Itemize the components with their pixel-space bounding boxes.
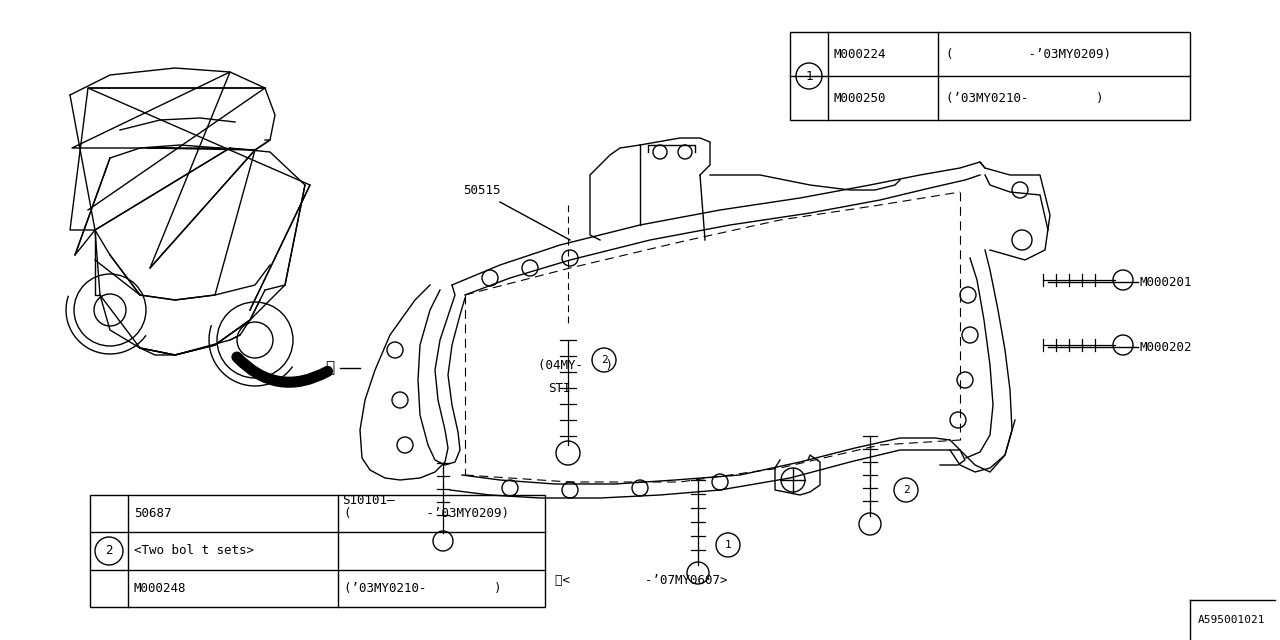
Text: (’03MY0210-         ): (’03MY0210- ) <box>946 92 1103 104</box>
Text: (          -’03MY0209): ( -’03MY0209) <box>344 507 509 520</box>
Text: M000250: M000250 <box>833 92 886 104</box>
Text: <Two bol t sets>: <Two bol t sets> <box>134 545 253 557</box>
Text: M000248: M000248 <box>134 582 187 595</box>
FancyArrowPatch shape <box>237 357 328 382</box>
Text: (’03MY0210-         ): (’03MY0210- ) <box>344 582 502 595</box>
Text: M000224: M000224 <box>833 47 886 61</box>
Text: ※<          -’07MY0607>: ※< -’07MY0607> <box>556 573 727 586</box>
Text: 2: 2 <box>600 355 608 365</box>
Text: A595001021: A595001021 <box>1198 615 1265 625</box>
Text: (04MY-   ): (04MY- ) <box>538 358 613 371</box>
Text: 2: 2 <box>902 485 909 495</box>
Text: ※: ※ <box>325 360 334 376</box>
Text: 1: 1 <box>805 70 813 83</box>
Text: 1: 1 <box>724 540 731 550</box>
Text: 50515: 50515 <box>463 184 500 196</box>
Bar <box>790 32 1190 120</box>
Text: 2: 2 <box>105 545 113 557</box>
Bar <box>90 495 545 607</box>
Text: S10101—: S10101— <box>343 493 396 506</box>
Text: 50687: 50687 <box>134 507 172 520</box>
Text: STI: STI <box>548 381 571 394</box>
Text: M000202: M000202 <box>1140 340 1193 353</box>
Text: (          -’03MY0209): ( -’03MY0209) <box>946 47 1111 61</box>
Text: M000201: M000201 <box>1140 275 1193 289</box>
